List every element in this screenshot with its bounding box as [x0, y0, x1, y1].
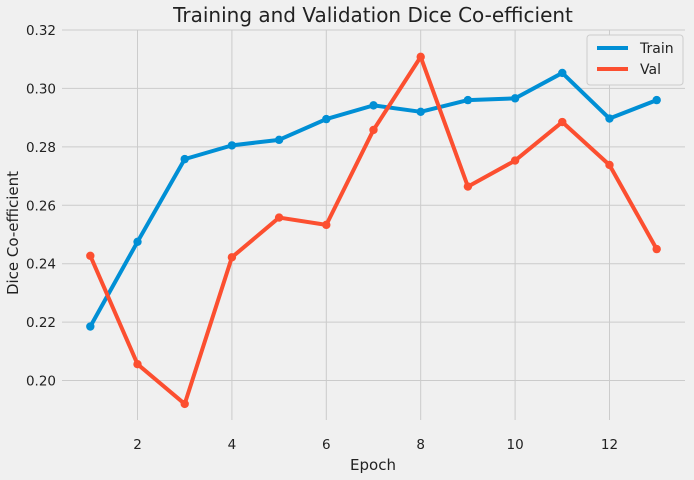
series — [86, 52, 661, 409]
data-point-train — [180, 154, 189, 164]
legend-label-val: Val — [640, 62, 661, 78]
data-point-val — [133, 360, 142, 369]
y-tick-label: 0.22 — [26, 315, 56, 331]
data-point-val — [86, 251, 95, 261]
data-point-train — [274, 135, 284, 145]
data-point-val — [652, 244, 661, 254]
x-tick-label: 12 — [601, 437, 618, 453]
data-point-train — [86, 322, 95, 331]
data-point-train — [463, 95, 473, 105]
tick-labels: 0.20 0.22 0.24 0.26 0.28 0.30 0.32 2 4 6 8 10 12 — [26, 23, 618, 453]
chart-title: Training and Validation Dice Co-efficien… — [172, 3, 573, 27]
x-tick-label: 2 — [133, 437, 142, 453]
x-axis-label: Epoch — [350, 456, 396, 474]
data-point-val — [416, 52, 425, 62]
series-train — [86, 68, 661, 331]
data-point-train — [510, 94, 520, 103]
y-axis-label: Dice Co-efficient — [4, 171, 22, 295]
data-point-train — [416, 107, 425, 116]
data-point-train — [133, 237, 142, 246]
y-tick-label: 0.20 — [26, 374, 56, 390]
data-point-val — [180, 399, 189, 409]
y-tick-label: 0.28 — [26, 140, 56, 156]
y-tick-label: 0.26 — [26, 198, 56, 214]
legend: Train Val — [586, 34, 684, 86]
x-tick-label: 4 — [228, 437, 237, 453]
y-tick-label: 0.24 — [26, 257, 56, 273]
data-point-train — [322, 114, 331, 124]
data-point-train — [369, 101, 378, 110]
x-tick-label: 8 — [416, 437, 425, 453]
data-point-val — [227, 253, 237, 262]
data-point-train — [652, 95, 661, 105]
series-val — [86, 52, 661, 409]
data-point-val — [605, 160, 614, 170]
y-tick-label: 0.32 — [26, 23, 56, 39]
data-point-val — [369, 125, 378, 135]
data-point-train — [558, 68, 567, 78]
data-point-val — [274, 213, 284, 222]
data-point-val — [322, 220, 331, 230]
data-point-val — [558, 117, 567, 127]
data-point-val — [463, 182, 473, 191]
data-point-train — [605, 114, 614, 123]
legend-label-train: Train — [639, 41, 674, 57]
data-point-val — [510, 156, 520, 165]
y-tick-label: 0.30 — [26, 81, 56, 97]
x-tick-label: 6 — [322, 437, 331, 453]
data-point-train — [227, 141, 237, 150]
x-tick-label: 10 — [506, 437, 523, 453]
